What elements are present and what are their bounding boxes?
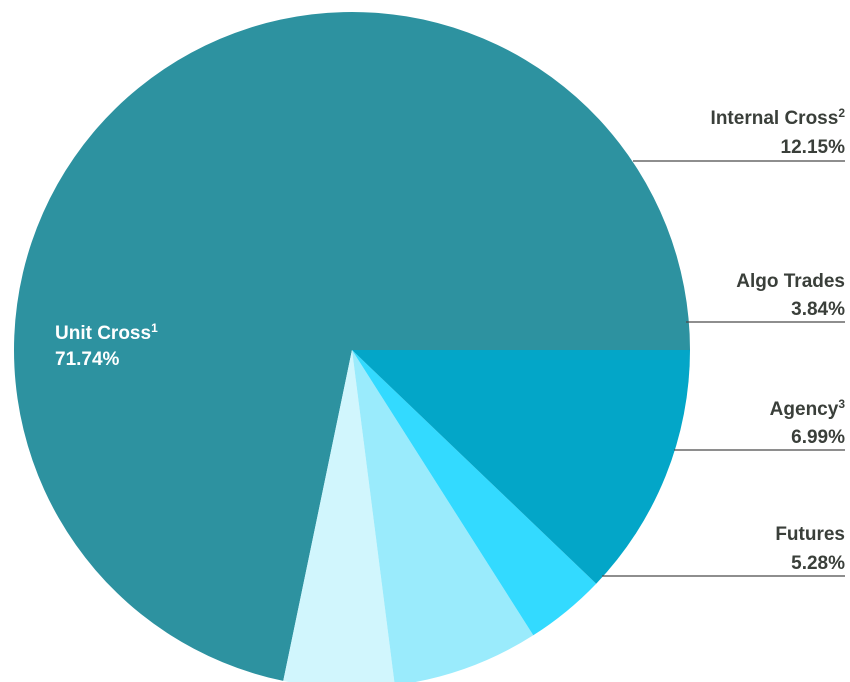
pie-slice-internal-cross bbox=[352, 350, 690, 584]
pie-slice-unit-cross bbox=[14, 12, 691, 681]
slice-label-unit-cross: Unit Cross1 bbox=[55, 321, 158, 344]
slice-value-futures: 5.28% bbox=[791, 553, 845, 574]
slice-label-algo-trades: Algo Trades bbox=[736, 271, 845, 292]
pie-slice-futures bbox=[283, 350, 395, 682]
slice-value-algo-trades: 3.84% bbox=[791, 299, 845, 320]
slice-label-unit-cross-footnote: 1 bbox=[151, 321, 158, 335]
slice-value-internal-cross: 12.15% bbox=[781, 137, 846, 158]
slice-label-unit-cross-name: Unit Cross bbox=[55, 323, 151, 344]
slice-value-unit-cross: 71.74% bbox=[55, 349, 120, 370]
slice-label-algo-trades-name: Algo Trades bbox=[736, 271, 845, 292]
slice-value-agency: 6.99% bbox=[791, 427, 845, 448]
slice-label-futures-name: Futures bbox=[775, 524, 845, 545]
slice-label-agency-name: Agency bbox=[770, 399, 839, 420]
pie-slice-agency bbox=[352, 350, 534, 682]
slice-label-internal-cross-name: Internal Cross bbox=[711, 108, 839, 129]
slice-label-internal-cross: Internal Cross2 bbox=[711, 106, 846, 129]
slice-label-internal-cross-footnote: 2 bbox=[838, 106, 845, 120]
slice-label-futures: Futures bbox=[775, 524, 845, 545]
pie-slice-algo-trades bbox=[352, 350, 597, 636]
slice-label-agency-footnote: 3 bbox=[838, 397, 845, 411]
slice-label-agency: Agency3 bbox=[770, 397, 846, 420]
